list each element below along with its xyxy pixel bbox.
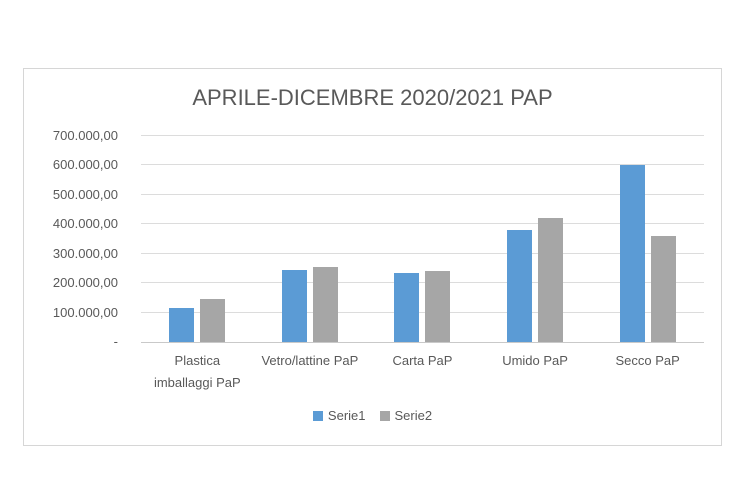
gridline: [141, 193, 704, 195]
legend-label: Serie2: [394, 408, 433, 423]
gridline: [141, 252, 704, 254]
x-tick-label-text: Secco PaP: [615, 353, 680, 368]
bar-group: [141, 136, 254, 342]
gridline: [141, 164, 704, 166]
x-axis-line: [141, 342, 704, 343]
bar-serie1: [507, 230, 533, 342]
x-tick-label-text: Carta PaP: [392, 353, 453, 368]
chart-frame: APRILE-DICEMBRE 2020/2021 PAP - 100.000,0…: [23, 68, 722, 446]
bar-serie1: [394, 273, 420, 342]
x-tick-label: Vetro/lattine PaP: [254, 350, 367, 394]
bar-group: [254, 136, 367, 342]
x-tick-label: Plastica imballaggi PaP: [141, 350, 254, 394]
y-tick-label: 500.000,00: [52, 186, 118, 202]
x-tick-label: Carta PaP: [366, 350, 479, 394]
bar-serie1: [619, 165, 645, 342]
y-tick-label: 400.000,00: [52, 216, 118, 232]
x-tick-label: Secco PaP: [591, 350, 704, 394]
legend-swatch-icon: [379, 410, 390, 421]
y-tick-label: -: [113, 334, 118, 349]
gridline: [141, 135, 704, 136]
plot-area: [141, 135, 704, 343]
bar-serie1: [169, 308, 195, 342]
bar-groups: [141, 136, 704, 342]
legend-item-serie1: Serie1: [312, 408, 366, 423]
x-tick-label-text: Vetro/lattine PaP: [261, 353, 359, 368]
x-tick-label: Umido PaP: [479, 350, 592, 394]
x-axis-labels: Plastica imballaggi PaP Vetro/lattine PaP…: [141, 350, 704, 394]
bar-serie2: [538, 218, 564, 342]
bar-serie2: [425, 271, 451, 342]
legend-item-serie2: Serie2: [379, 408, 433, 423]
bar-serie2: [200, 299, 226, 342]
gridline: [141, 282, 704, 284]
bar-serie2: [312, 267, 338, 342]
gridline: [141, 311, 704, 313]
y-tick-label: 200.000,00: [52, 275, 118, 291]
bar-serie1: [281, 270, 307, 342]
chart-title: APRILE-DICEMBRE 2020/2021 PAP: [192, 85, 553, 110]
legend-swatch-icon: [312, 410, 323, 421]
gridline: [141, 223, 704, 225]
bar-serie2: [650, 236, 676, 342]
legend-label: Serie1: [327, 408, 366, 423]
bar-group: [366, 136, 479, 342]
y-tick-label: 300.000,00: [52, 245, 118, 261]
y-tick-label: 100.000,00: [52, 304, 118, 320]
y-tick-label: 700.000,00: [52, 128, 118, 143]
chart-legend: Serie1 Serie2: [24, 408, 721, 423]
x-tick-label-text: Plastica imballaggi PaP: [153, 353, 241, 391]
x-tick-label-text: Umido PaP: [502, 353, 568, 368]
bar-group: [591, 136, 704, 342]
y-tick-label: 600.000,00: [52, 157, 118, 173]
bar-group: [479, 136, 592, 342]
